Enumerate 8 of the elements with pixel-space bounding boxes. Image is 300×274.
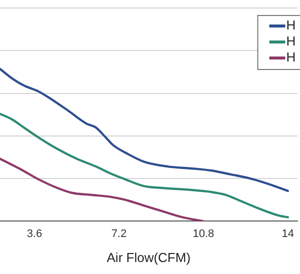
x-tick-label: 3.6 — [26, 228, 42, 240]
legend-label: H — [286, 34, 296, 49]
legend-label: H — [286, 50, 296, 65]
legend-label: H — [286, 18, 296, 33]
x-axis-title: Air Flow(CFM) — [106, 250, 191, 265]
x-tick-label: 14 — [282, 228, 294, 240]
x-tick-label: 10.8 — [192, 228, 214, 240]
x-tick-label: 7.2 — [111, 228, 127, 240]
